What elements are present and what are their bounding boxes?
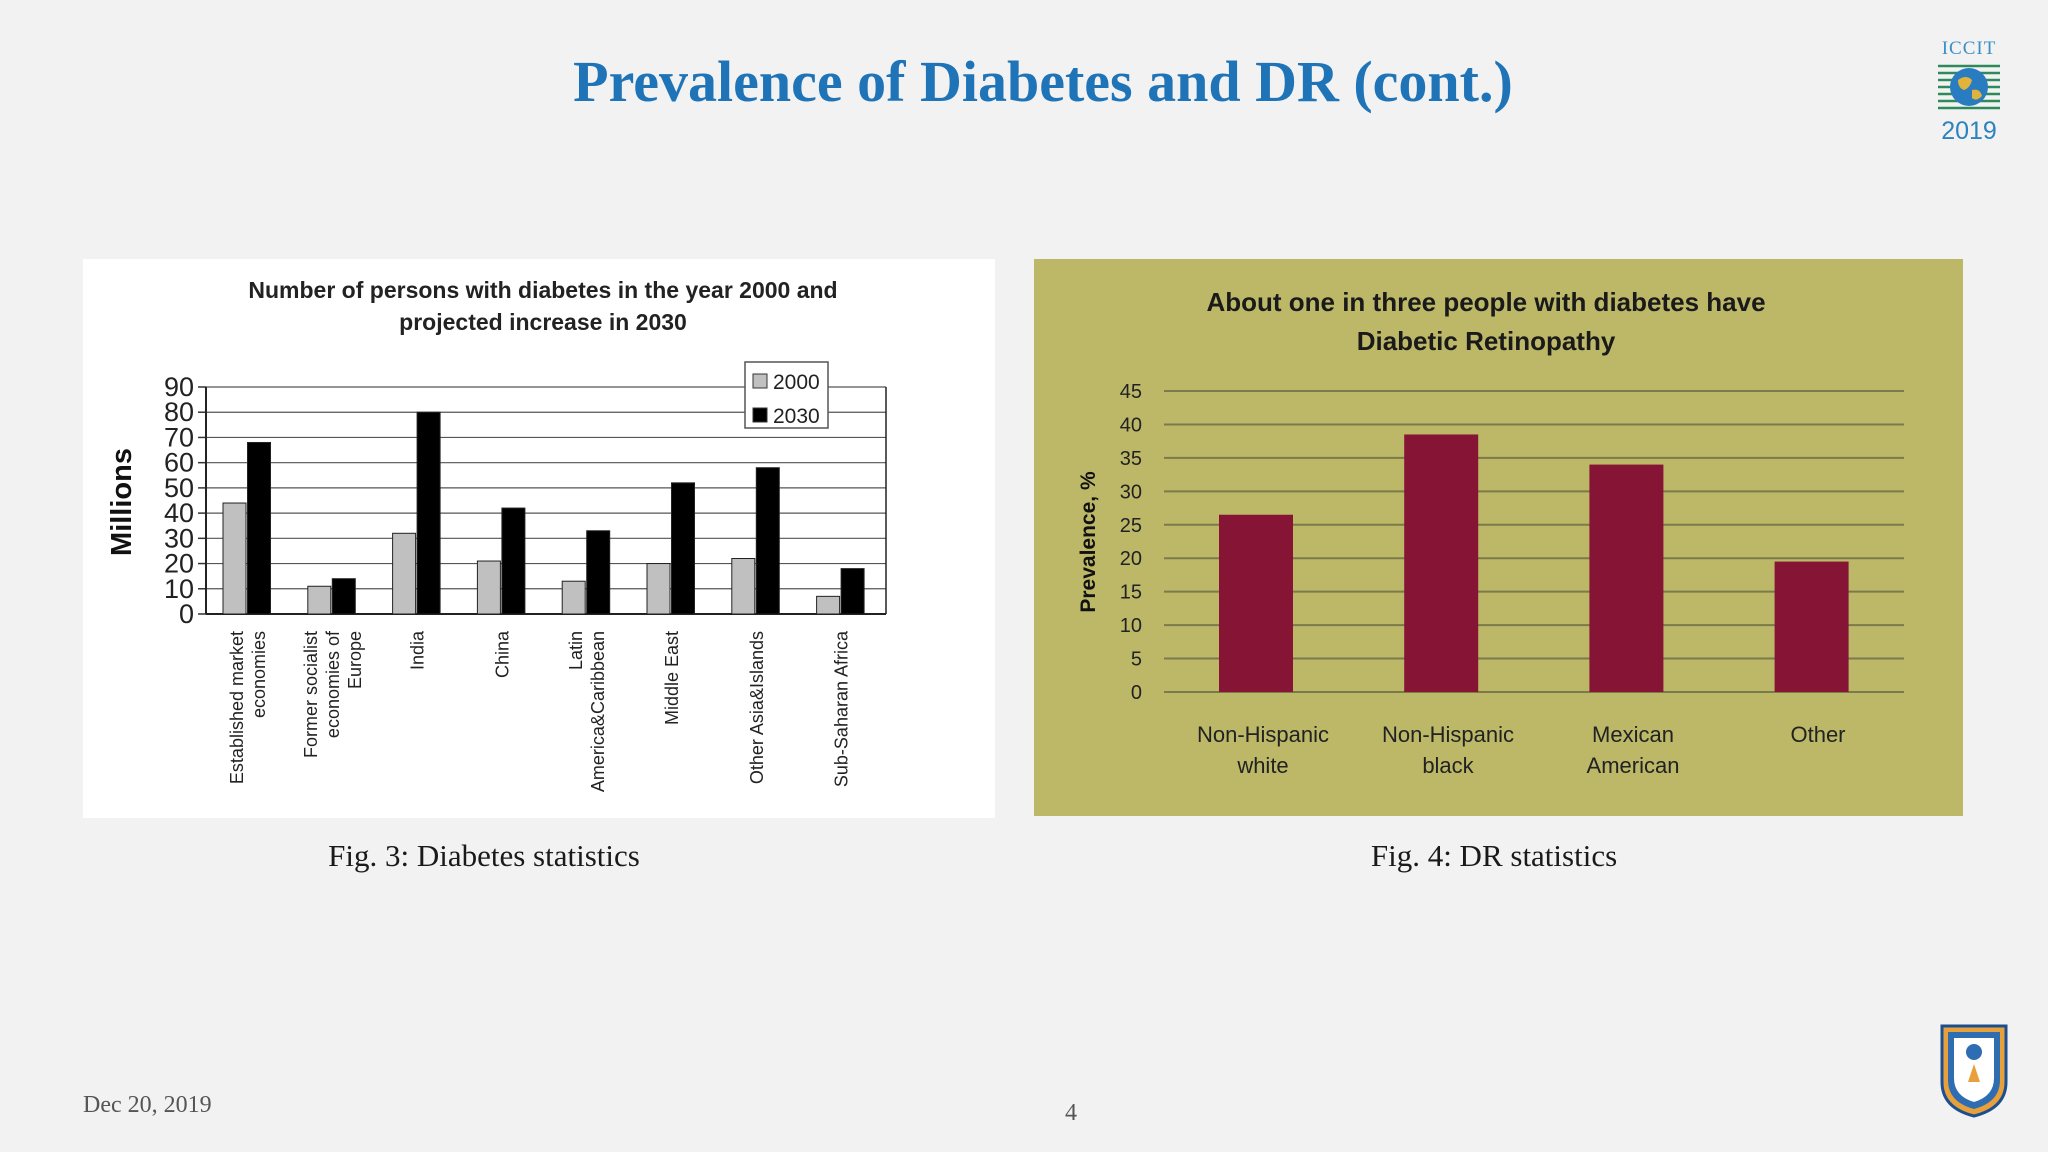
chart2-ytick-label: 30	[1120, 481, 1142, 503]
chart1-bar-2000	[476, 560, 501, 615]
chart1-bar-2030	[331, 578, 356, 615]
chart2-category-label: Mexican	[1592, 722, 1674, 747]
diabetes-chart: Number of persons with diabetes in the y…	[106, 277, 887, 792]
chart1-category-label-line: China	[492, 630, 512, 678]
chart1-bar-2030	[755, 467, 780, 615]
chart2-category-label: Non-Hispanic	[1197, 722, 1329, 747]
chart1-legend-label: 2030	[773, 405, 820, 428]
chart1-legend-swatch	[752, 407, 768, 423]
chart1-category-label-line: America&Caribbean	[588, 631, 608, 792]
chart1-ytick-label: 90	[164, 372, 194, 402]
chart1-bar-2000	[307, 585, 332, 615]
chart1-ytick-label: 50	[164, 473, 194, 503]
chart1-bar-2030	[840, 568, 865, 615]
chart1-bar-2030	[501, 507, 526, 615]
chart2-ytick-label: 40	[1120, 414, 1142, 436]
chart1-category-label-line: Former socialist	[301, 631, 321, 758]
chart1-category-label-line: Latin	[566, 631, 586, 670]
chart1-category-label: Former socialist economies of Europe	[301, 630, 365, 758]
chart1-ylabel: Millions	[106, 448, 138, 556]
chart2-category-label: black	[1422, 753, 1474, 778]
chart1-category-label: Established market economies	[227, 631, 269, 784]
iccit-logo-year: 2019	[1941, 117, 1997, 145]
chart1-category-label: China	[492, 630, 512, 678]
iccit-logo: ICCIT 2019	[1936, 38, 2002, 144]
chart1-bar-2000	[646, 563, 671, 615]
chart2-title-line: About one in three people with diabetes …	[1206, 287, 1765, 317]
chart1-bar-2000	[392, 532, 417, 615]
chart1-ytick-label: 40	[164, 498, 194, 528]
chart1-bar-2000	[561, 580, 586, 615]
chart2-ytick-label: 25	[1120, 515, 1142, 537]
chart1-bar-2030	[247, 441, 271, 615]
chart2-title-line: Diabetic Retinopathy	[1357, 326, 1616, 356]
chart2-ylabel: Prevalence, %	[1077, 471, 1100, 613]
iccit-logo-text: ICCIT	[1941, 38, 1997, 59]
chart2-ytick-label: 5	[1131, 649, 1142, 671]
dr-chart: About one in three people with diabetes …	[1077, 287, 1904, 778]
fig4-caption: Fig. 4: DR statistics	[1370, 838, 1618, 873]
chart1-category-label-line: Established market	[227, 631, 247, 784]
chart1-category-label: Latin America&Caribbean	[566, 631, 608, 792]
chart2-ytick-label: 0	[1131, 682, 1142, 704]
chart2-bar	[1774, 561, 1849, 692]
chart1-category-label-line: economies	[249, 631, 269, 718]
chart1-bar-2000	[816, 595, 841, 615]
chart1-category-label-line: Sub-Saharan Africa	[832, 630, 852, 787]
chart1-category-label-line: Middle East	[662, 631, 682, 725]
chart2-ytick-label: 15	[1120, 582, 1142, 604]
chart1-ytick-label: 30	[164, 523, 194, 553]
fig3-caption: Fig. 3: Diabetes statistics	[328, 838, 640, 873]
chart1-bar-2000	[222, 502, 247, 615]
globe-icon	[1938, 64, 2000, 110]
chart1-bar-2000	[731, 558, 756, 615]
chart1-legend-swatch	[752, 373, 768, 389]
chart1-ytick-label: 60	[164, 448, 194, 478]
chart1-category-label-line: India	[408, 630, 428, 670]
chart2-category-label: American	[1587, 753, 1680, 778]
chart1-title-line: Number of persons with diabetes in the y…	[248, 277, 837, 303]
chart2-ytick-label: 35	[1120, 448, 1142, 470]
footer-date: Dec 20, 2019	[83, 1092, 212, 1118]
chart1-category-label-line: Other Asia&Islands	[747, 631, 767, 784]
chart1-category-label: Middle East	[662, 631, 682, 725]
chart1-category-label: Other Asia&Islands	[747, 631, 767, 784]
chart1-ytick-label: 80	[164, 397, 194, 427]
chart2-category-label: Non-Hispanic	[1382, 722, 1514, 747]
chart1-bar-2030	[586, 530, 611, 615]
chart2-bar	[1404, 434, 1479, 692]
dr-chart-panel: About one in three people with diabetes …	[1034, 259, 1963, 816]
chart1-title-line: projected increase in 2030	[399, 309, 687, 335]
chart1-category-label: Sub-Saharan Africa	[832, 630, 852, 787]
diabetes-chart-panel: Number of persons with diabetes in the y…	[83, 259, 995, 818]
chart1-legend-label: 2000	[773, 371, 820, 394]
chart1-ytick-label: 10	[164, 574, 194, 604]
chart2-bar	[1589, 464, 1664, 692]
chart1-ytick-label: 20	[164, 549, 194, 579]
chart1-ytick-label: 70	[164, 422, 194, 452]
chart1-category-label-line: economies of	[323, 630, 343, 738]
chart2-category-label: Other	[1790, 722, 1845, 747]
chart2-ytick-label: 45	[1120, 381, 1142, 403]
chart2-ytick-label: 10	[1120, 615, 1142, 637]
slide-title: Prevalence of Diabetes and DR (cont.)	[573, 49, 1513, 114]
chart2-ytick-label: 20	[1120, 548, 1142, 570]
chart1-category-label-line: Europe	[345, 631, 365, 689]
chart1-bar-2030	[416, 411, 441, 615]
university-seal-icon	[1940, 1024, 2008, 1118]
chart2-bar	[1219, 514, 1293, 692]
chart1-bar-2030	[671, 482, 695, 615]
chart1-ytick-label: 0	[179, 599, 194, 629]
chart1-category-label: India	[408, 630, 428, 670]
chart2-category-label: white	[1236, 753, 1288, 778]
page-number: 4	[1065, 1100, 1077, 1126]
